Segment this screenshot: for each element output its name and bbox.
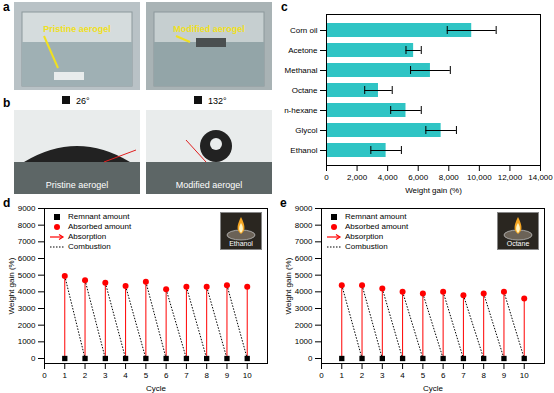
html-text:Absorbed amount: Absorbed amount [345,222,409,231]
svg-text:10: 10 [520,371,529,380]
svg-text:Weight gain (%): Weight gain (%) [405,186,462,195]
svg-text:Ethanol: Ethanol [290,146,317,155]
svg-text:5: 5 [421,371,426,380]
svg-text:Pristine aerogel: Pristine aerogel [43,24,111,34]
html-text:d: d [3,196,11,210]
svg-text:3: 3 [103,371,108,380]
svg-text:4,000: 4,000 [378,173,399,182]
svg-text:5000: 5000 [18,271,36,280]
svg-text:7000: 7000 [295,237,313,246]
svg-text:8: 8 [481,371,486,380]
svg-text:9: 9 [225,371,230,380]
svg-text:Glycol: Glycol [295,126,317,135]
svg-text:0: 0 [319,371,324,380]
svg-text:2000: 2000 [18,321,36,330]
svg-text:6: 6 [164,371,169,380]
svg-text:4000: 4000 [18,287,36,296]
svg-text:8: 8 [204,371,209,380]
svg-text:4: 4 [123,371,128,380]
svg-text:9000: 9000 [18,204,36,213]
svg-text:n-hexane: n-hexane [284,106,318,115]
svg-text:0: 0 [42,371,47,380]
svg-text:5000: 5000 [295,271,313,280]
svg-text:2: 2 [360,371,365,380]
svg-text:2000: 2000 [295,321,313,330]
svg-text:a: a [3,0,10,14]
html-text:Absorbed amount: Absorbed amount [68,222,132,231]
html-text:Absorption: Absorption [68,232,107,241]
svg-text:12,000: 12,000 [498,173,523,182]
svg-text:Modified aerogel: Modified aerogel [173,24,245,34]
svg-text:8000: 8000 [295,221,313,230]
svg-text:Cycle: Cycle [423,384,444,393]
html-text:Remnant amount: Remnant amount [68,212,130,221]
html-text:c: c [281,0,288,14]
svg-text:2: 2 [83,371,88,380]
svg-text:Octane: Octane [292,86,318,95]
html-text:Combustion: Combustion [68,242,111,251]
svg-text:6: 6 [441,371,446,380]
svg-text:1000: 1000 [18,337,36,346]
svg-text:6000: 6000 [18,254,36,263]
svg-text:0: 0 [31,354,36,363]
html-text:Ethanol: Ethanol [229,240,253,247]
svg-text:2,000: 2,000 [347,173,368,182]
html-text:Combustion: Combustion [345,242,388,251]
svg-text:4: 4 [400,371,405,380]
svg-text:10,000: 10,000 [467,173,492,182]
svg-text:7: 7 [461,371,466,380]
svg-text:Corn oil: Corn oil [290,26,318,35]
svg-text:7000: 7000 [18,237,36,246]
svg-text:132°: 132° [208,96,227,106]
html-text:Remnant amount: Remnant amount [345,212,407,221]
svg-text:3000: 3000 [295,304,313,313]
svg-text:9: 9 [502,371,507,380]
svg-text:1: 1 [340,371,345,380]
svg-text:8000: 8000 [18,221,36,230]
svg-text:Weight gain (%): Weight gain (%) [284,257,293,314]
svg-text:10: 10 [243,371,252,380]
svg-text:1: 1 [63,371,68,380]
svg-text:6000: 6000 [295,254,313,263]
svg-text:3: 3 [380,371,385,380]
svg-text:7: 7 [184,371,189,380]
svg-text:9000: 9000 [295,204,313,213]
svg-text:Cycle: Cycle [146,384,167,393]
svg-text:5: 5 [144,371,149,380]
svg-text:8,000: 8,000 [439,173,460,182]
svg-text:Weight gain (%): Weight gain (%) [7,257,16,314]
svg-text:0: 0 [308,354,313,363]
svg-text:0: 0 [324,173,329,182]
svg-text:Acetone: Acetone [288,46,318,55]
svg-text:4000: 4000 [295,287,313,296]
svg-text:1000: 1000 [295,337,313,346]
svg-text:6,000: 6,000 [408,173,429,182]
svg-text:Pristine aerogel: Pristine aerogel [46,180,109,190]
svg-text:Methanal: Methanal [285,66,318,75]
svg-text:b: b [3,96,10,110]
svg-text:Modified aerogel: Modified aerogel [176,180,243,190]
html-text:Octane: Octane [506,240,530,247]
svg-text:26°: 26° [76,96,90,106]
svg-text:14,000: 14,000 [528,173,553,182]
svg-text:3000: 3000 [18,304,36,313]
html-text:Absorption: Absorption [345,232,384,241]
html-text:e: e [280,196,287,210]
